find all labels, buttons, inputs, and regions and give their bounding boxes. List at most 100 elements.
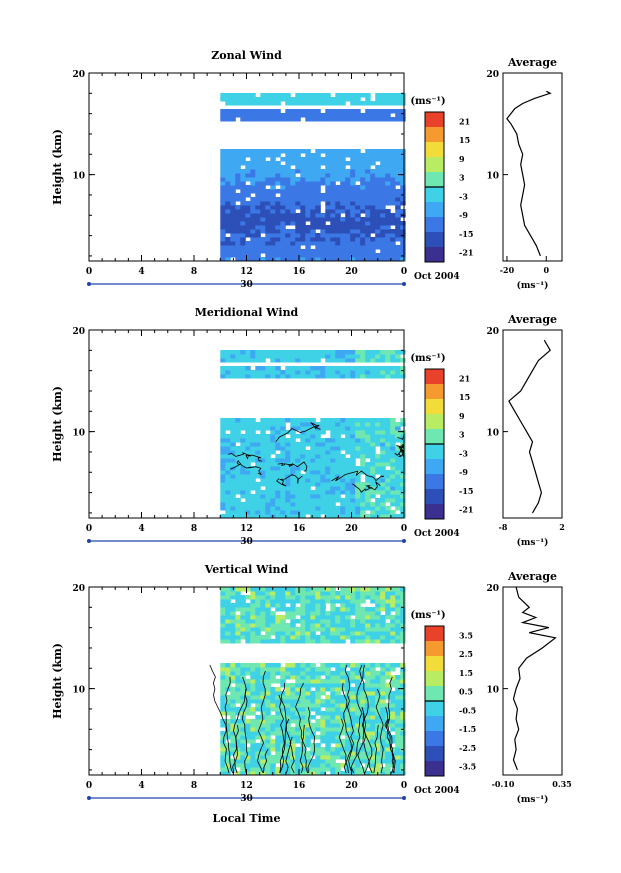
heat-cell xyxy=(385,591,391,596)
colorbar-tick-label: 3 xyxy=(459,173,465,183)
heat-cell xyxy=(340,751,346,756)
heat-cell xyxy=(300,635,306,640)
heat-cell xyxy=(295,370,301,375)
heat-cell xyxy=(365,193,371,198)
heat-cell xyxy=(370,201,376,206)
heat-cell xyxy=(370,149,376,154)
heat-cell xyxy=(355,466,361,471)
heat-cell xyxy=(370,426,376,431)
heat-cell xyxy=(330,751,336,756)
heat-cell xyxy=(300,719,306,724)
heat-cell xyxy=(270,370,276,375)
heat-cell xyxy=(350,109,356,114)
heat-cell xyxy=(250,189,256,194)
heat-cell xyxy=(315,161,321,166)
heat-cell xyxy=(265,683,271,688)
heat-cell xyxy=(375,743,381,748)
heat-cell xyxy=(370,189,376,194)
heat-cell xyxy=(255,699,261,704)
heat-cell xyxy=(275,454,281,459)
heat-cell xyxy=(360,719,366,724)
heat-cell xyxy=(305,771,311,776)
heat-cell xyxy=(250,149,256,154)
heat-cell xyxy=(225,442,231,447)
heat-cell xyxy=(310,430,316,435)
heat-cell xyxy=(340,358,346,363)
heat-cell xyxy=(315,430,321,435)
heat-cell xyxy=(370,161,376,166)
heat-cell xyxy=(335,482,341,487)
heat-cell xyxy=(335,245,341,250)
heat-cell xyxy=(325,587,331,592)
heat-cell xyxy=(375,711,381,716)
heat-cell xyxy=(305,679,311,684)
heat-cell xyxy=(385,101,391,106)
heat-cell xyxy=(245,755,251,760)
heat-cell xyxy=(330,109,336,114)
heat-cell xyxy=(245,490,251,495)
heat-cell xyxy=(220,249,226,254)
heat-cell xyxy=(305,422,311,427)
heat-cell xyxy=(325,723,331,728)
heat-cell xyxy=(385,454,391,459)
contour-line xyxy=(276,473,303,487)
heat-cell xyxy=(315,205,321,210)
heat-cell xyxy=(230,699,236,704)
heat-cell xyxy=(295,418,301,423)
heat-cell xyxy=(400,422,406,427)
heat-cell xyxy=(240,619,246,624)
heat-cell xyxy=(305,249,311,254)
heat-cell xyxy=(250,691,256,696)
heat-cell xyxy=(265,233,271,238)
heat-cell xyxy=(335,474,341,479)
heat-cell xyxy=(335,735,341,740)
heat-cell xyxy=(270,201,276,206)
heat-cell xyxy=(350,474,356,479)
heat-cell xyxy=(295,113,301,118)
heat-cell xyxy=(225,663,231,668)
heat-cell xyxy=(335,93,341,98)
heat-cell xyxy=(345,418,351,423)
heat-cell xyxy=(335,490,341,495)
heat-cell xyxy=(250,739,256,744)
heat-cell xyxy=(225,438,231,443)
heat-cell xyxy=(270,494,276,499)
heat-cell xyxy=(305,185,311,190)
heat-cell xyxy=(380,249,386,254)
colorbar-segment xyxy=(425,205,444,210)
heat-cell xyxy=(360,695,366,700)
heat-cell xyxy=(325,93,331,98)
heat-cell xyxy=(390,253,396,258)
heat-cell xyxy=(355,442,361,447)
heat-cell xyxy=(270,209,276,214)
heat-cell xyxy=(275,502,281,507)
heat-cell xyxy=(260,245,266,250)
heat-cell xyxy=(335,454,341,459)
heat-cell xyxy=(385,217,391,222)
heat-cell xyxy=(295,217,301,222)
heat-cell xyxy=(280,438,286,443)
heat-cell xyxy=(225,755,231,760)
colorbar-segment xyxy=(425,112,444,117)
heat-cell xyxy=(290,370,296,375)
heat-cell xyxy=(315,695,321,700)
heat-cell xyxy=(265,153,271,158)
y-tick-label: 10 xyxy=(72,429,85,439)
heat-cell xyxy=(330,358,336,363)
heat-cell xyxy=(225,422,231,427)
heat-cell xyxy=(340,667,346,672)
heat-cell xyxy=(300,205,306,210)
heat-cell xyxy=(250,354,256,359)
heat-cell xyxy=(365,450,371,455)
heat-cell xyxy=(370,687,376,692)
heat-cell xyxy=(265,434,271,439)
heat-cell xyxy=(325,727,331,732)
heat-cell xyxy=(310,498,316,503)
heat-cell xyxy=(300,161,306,166)
heat-cell xyxy=(270,486,276,491)
heat-cell xyxy=(235,249,241,254)
heat-cell xyxy=(350,494,356,499)
heat-cell xyxy=(325,161,331,166)
heat-cell xyxy=(310,462,316,467)
